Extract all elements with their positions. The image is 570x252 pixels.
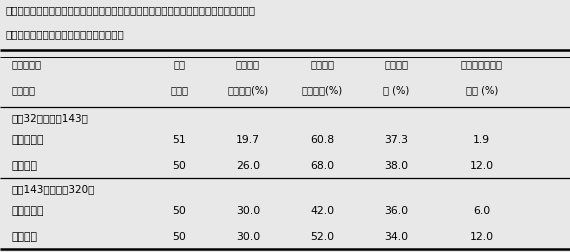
Text: 26.0: 26.0 bbox=[236, 161, 260, 171]
Text: 低抗性強(%): 低抗性強(%) bbox=[227, 85, 268, 95]
Text: 12.0: 12.0 bbox=[470, 161, 494, 171]
Text: 38.0: 38.0 bbox=[384, 161, 408, 171]
Text: 無選抜区: 無選抜区 bbox=[11, 135, 44, 145]
Text: 系統数: 系統数 bbox=[170, 85, 189, 95]
Text: 60.8: 60.8 bbox=[310, 135, 334, 145]
Text: 及び３特性の優れた系統の出現頻度: 及び３特性の優れた系統の出現頻度 bbox=[6, 29, 124, 39]
Text: 50: 50 bbox=[173, 232, 186, 242]
Text: 30.0: 30.0 bbox=[236, 232, 260, 242]
Text: 51: 51 bbox=[173, 135, 186, 145]
Text: 中部32号／東北143号: 中部32号／東北143号 bbox=[11, 113, 88, 123]
Text: 19.7: 19.7 bbox=[236, 135, 260, 145]
Text: 52.0: 52.0 bbox=[310, 232, 334, 242]
Text: 37.3: 37.3 bbox=[384, 135, 408, 145]
Text: 良 (%): 良 (%) bbox=[383, 85, 409, 95]
Text: 12.0: 12.0 bbox=[470, 232, 494, 242]
Text: 交配組合せ: 交配組合せ bbox=[11, 59, 42, 69]
Text: 調査: 調査 bbox=[173, 59, 186, 69]
Text: 穂いもち: 穂いもち bbox=[310, 59, 334, 69]
Text: 50: 50 bbox=[173, 161, 186, 171]
Text: 50: 50 bbox=[173, 206, 186, 216]
Text: 42.0: 42.0 bbox=[310, 206, 334, 216]
Text: 表２　穂いもち抵抗性個体選抜による葉いもち低抗性強、穂いもち低抗性強、炊飯光沢良: 表２ 穂いもち抵抗性個体選抜による葉いもち低抗性強、穂いもち低抗性強、炊飯光沢良 bbox=[6, 5, 256, 15]
Text: 1.9: 1.9 bbox=[473, 135, 490, 145]
Text: ３特性の優れた: ３特性の優れた bbox=[461, 59, 503, 69]
Text: 低抗性強(%): 低抗性強(%) bbox=[302, 85, 343, 95]
Text: 36.0: 36.0 bbox=[384, 206, 408, 216]
Text: 炊飯光沢: 炊飯光沢 bbox=[384, 59, 408, 69]
Text: 6.0: 6.0 bbox=[473, 206, 490, 216]
Text: 葉いもち: 葉いもち bbox=[236, 59, 260, 69]
Text: 系統 (%): 系統 (%) bbox=[466, 85, 498, 95]
Text: 選抜区: 選抜区 bbox=[11, 161, 38, 171]
Text: 無選抜区: 無選抜区 bbox=[11, 206, 44, 216]
Text: 68.0: 68.0 bbox=[310, 161, 334, 171]
Text: 34.0: 34.0 bbox=[384, 232, 408, 242]
Text: 30.0: 30.0 bbox=[236, 206, 260, 216]
Text: 東北143号／奥羽320号: 東北143号／奥羽320号 bbox=[11, 184, 95, 195]
Text: 試験区名: 試験区名 bbox=[11, 85, 35, 95]
Text: 選抜区: 選抜区 bbox=[11, 232, 38, 242]
